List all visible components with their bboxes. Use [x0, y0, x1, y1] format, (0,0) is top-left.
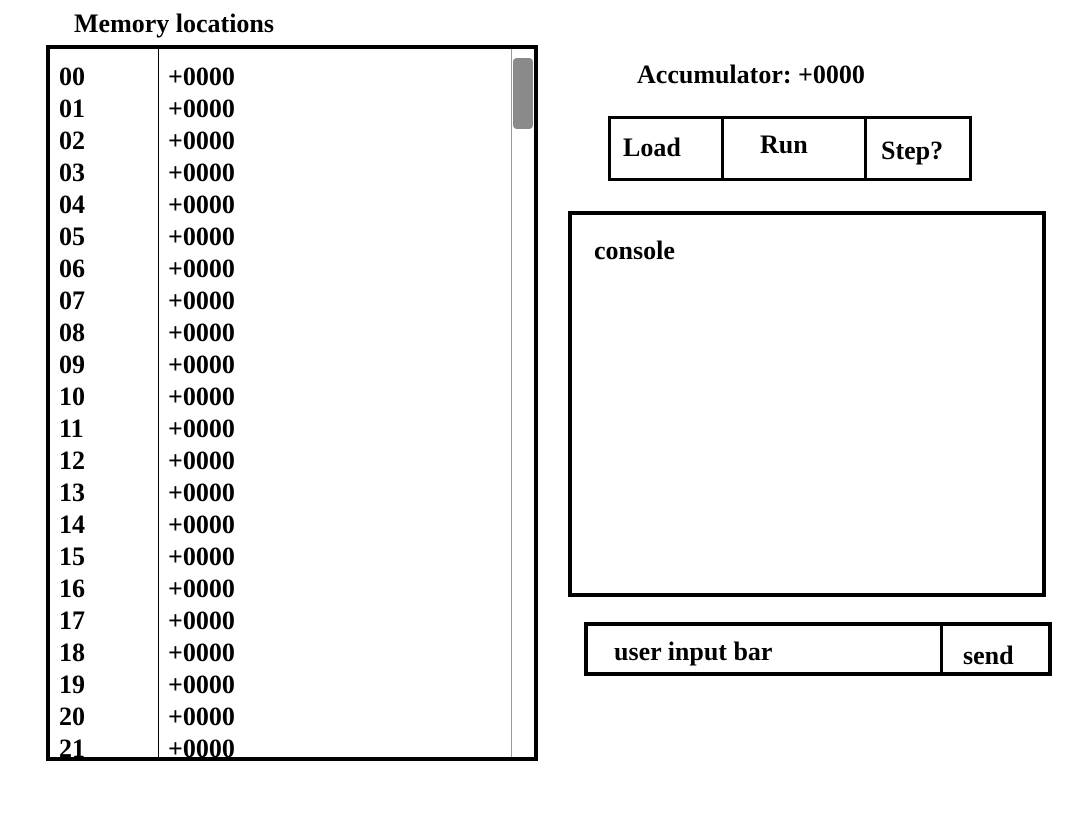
memory-value[interactable]: +0000 [168, 574, 235, 603]
column-divider [158, 49, 159, 757]
memory-address: 11 [59, 414, 84, 443]
memory-address: 02 [59, 126, 85, 155]
memory-address: 07 [59, 286, 85, 315]
user-input-bar: user input bar send [584, 622, 1052, 676]
memory-address: 01 [59, 94, 85, 123]
memory-address: 20 [59, 702, 85, 731]
memory-row: 15 +0000 [50, 541, 510, 573]
memory-value[interactable]: +0000 [168, 510, 235, 539]
memory-address: 00 [59, 62, 85, 91]
memory-row: 12 +0000 [50, 445, 510, 477]
accumulator-display: Accumulator: +0000 [637, 60, 865, 89]
memory-value[interactable]: +0000 [168, 382, 235, 411]
memory-value[interactable]: +0000 [168, 350, 235, 379]
send-button[interactable]: send [943, 626, 1048, 672]
console-panel: console [568, 211, 1046, 597]
memory-row: 19 +0000 [50, 669, 510, 701]
memory-value[interactable]: +0000 [168, 606, 235, 635]
run-button[interactable]: Run [724, 119, 867, 178]
memory-row: 20 +0000 [50, 701, 510, 733]
send-button-label: send [963, 641, 1014, 670]
memory-address: 16 [59, 574, 85, 603]
memory-value[interactable]: +0000 [168, 318, 235, 347]
memory-scrollbar[interactable] [511, 49, 534, 757]
console-label: console [594, 236, 675, 265]
memory-row: 02 +0000 [50, 125, 510, 157]
memory-row: 06 +0000 [50, 253, 510, 285]
memory-value[interactable]: +0000 [168, 702, 235, 731]
memory-row: 21 +0000 [50, 733, 510, 761]
memory-row: 14 +0000 [50, 509, 510, 541]
memory-row: 04 +0000 [50, 189, 510, 221]
user-input-field[interactable]: user input bar [588, 626, 943, 672]
memory-row: 00 +0000 [50, 61, 510, 93]
memory-row: 13 +0000 [50, 477, 510, 509]
memory-address: 17 [59, 606, 85, 635]
memory-value[interactable]: +0000 [168, 222, 235, 251]
memory-address: 03 [59, 158, 85, 187]
memory-row: 09 +0000 [50, 349, 510, 381]
memory-value[interactable]: +0000 [168, 254, 235, 283]
memory-address: 15 [59, 542, 85, 571]
memory-address: 19 [59, 670, 85, 699]
memory-row: 17 +0000 [50, 605, 510, 637]
control-button-bar: Load Run Step? [608, 116, 972, 181]
memory-value[interactable]: +0000 [168, 158, 235, 187]
memory-value[interactable]: +0000 [168, 190, 235, 219]
step-button[interactable]: Step? [867, 119, 969, 178]
memory-locations-title: Memory locations [74, 9, 275, 38]
memory-address: 14 [59, 510, 85, 539]
memory-address: 13 [59, 478, 85, 507]
load-button-label: Load [623, 133, 681, 162]
memory-value[interactable]: +0000 [168, 62, 235, 91]
memory-row: 16 +0000 [50, 573, 510, 605]
step-button-label: Step? [881, 136, 944, 165]
memory-address: 21 [59, 734, 85, 761]
memory-address: 05 [59, 222, 85, 251]
memory-value[interactable]: +0000 [168, 446, 235, 475]
memory-address: 12 [59, 446, 85, 475]
memory-value[interactable]: +0000 [168, 478, 235, 507]
scrollbar-thumb[interactable] [513, 58, 533, 129]
memory-value[interactable]: +0000 [168, 94, 235, 123]
memory-panel[interactable]: 00 +0000 01 +0000 02 +0000 03 +0000 04 +0000 05 +00… [46, 45, 538, 761]
memory-row: 03 +0000 [50, 157, 510, 189]
memory-value[interactable]: +0000 [168, 126, 235, 155]
run-button-label: Run [760, 130, 808, 159]
memory-address: 18 [59, 638, 85, 667]
memory-value[interactable]: +0000 [168, 414, 235, 443]
memory-row: 01 +0000 [50, 93, 510, 125]
memory-value[interactable]: +0000 [168, 734, 235, 761]
memory-row: 08 +0000 [50, 317, 510, 349]
memory-address: 10 [59, 382, 85, 411]
memory-list: 00 +0000 01 +0000 02 +0000 03 +0000 04 +0000 05 +00… [50, 61, 510, 761]
user-input-placeholder: user input bar [614, 637, 773, 666]
memory-address: 04 [59, 190, 85, 219]
memory-value[interactable]: +0000 [168, 286, 235, 315]
memory-row: 11 +0000 [50, 413, 510, 445]
memory-row: 10 +0000 [50, 381, 510, 413]
memory-row: 07 +0000 [50, 285, 510, 317]
memory-value[interactable]: +0000 [168, 638, 235, 667]
memory-value[interactable]: +0000 [168, 670, 235, 699]
load-button[interactable]: Load [611, 119, 724, 178]
memory-address: 09 [59, 350, 85, 379]
memory-row: 05 +0000 [50, 221, 510, 253]
memory-address: 08 [59, 318, 85, 347]
memory-value[interactable]: +0000 [168, 542, 235, 571]
memory-row: 18 +0000 [50, 637, 510, 669]
memory-address: 06 [59, 254, 85, 283]
